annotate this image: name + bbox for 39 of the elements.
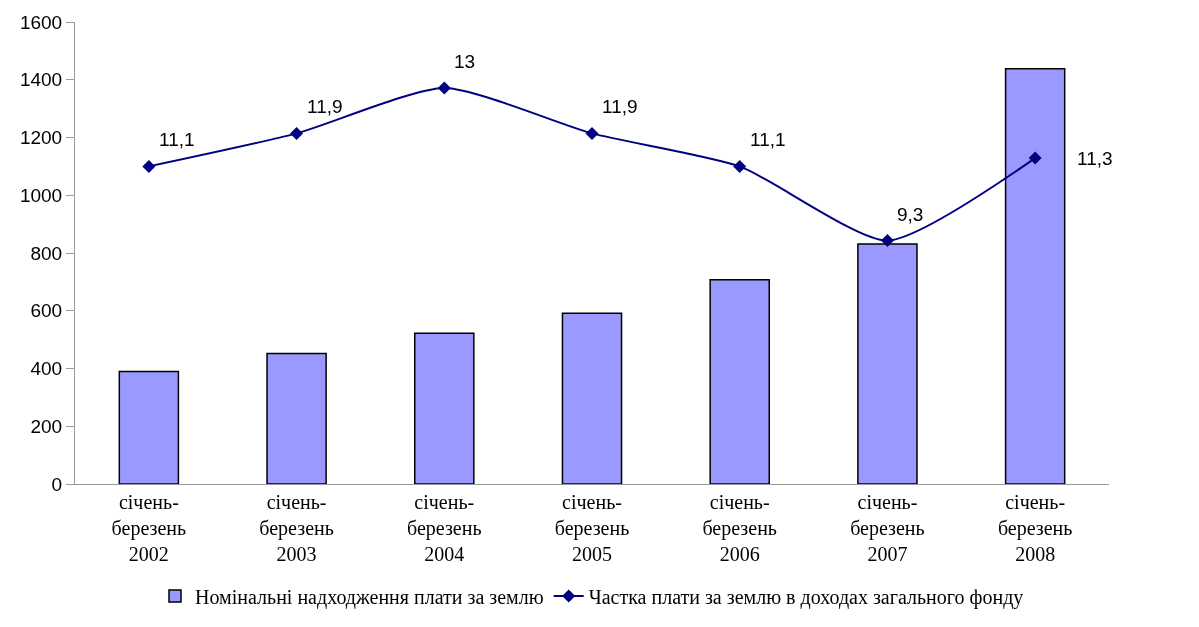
point (585, 126, 599, 140)
data-label: 11,9 (307, 96, 343, 117)
legend-label: Номінальні надходження плати за землю (195, 585, 544, 609)
bar (413, 332, 475, 484)
point (1028, 151, 1042, 165)
y-tick-label: 600 (30, 300, 63, 322)
bar (857, 243, 918, 484)
y-tick-label: 800 (30, 242, 63, 264)
x-tick-label: січень- березень 2007 (850, 491, 925, 565)
point (290, 126, 304, 140)
y-tick-label: 400 (30, 358, 63, 380)
data-label: 11,1 (750, 129, 786, 150)
point (437, 81, 451, 95)
bar (709, 279, 771, 484)
bar (561, 312, 623, 484)
data-label: 11,9 (602, 96, 638, 117)
point (880, 234, 894, 248)
y-tick-label: 1600 (19, 11, 63, 33)
y-tick-label: 200 (30, 415, 63, 437)
bar (266, 352, 327, 484)
legend-label: Частка плати за землю в доходах загального фонду (588, 585, 1024, 609)
x-tick-label: січень- березень 2002 (111, 491, 187, 565)
y-tick-label: 1000 (19, 184, 63, 206)
point (733, 159, 747, 173)
x-tick-label: січень- березень 2008 (997, 491, 1073, 565)
data-label: 9,3 (897, 204, 924, 225)
x-tick-label: січень- березень 2004 (407, 491, 482, 565)
data-label: 11,3 (1077, 148, 1113, 169)
x-tick-label: січень- березень 2005 (554, 491, 630, 565)
y-tick-label: 1400 (19, 69, 63, 91)
data-label: 11,1 (159, 129, 195, 150)
bar (118, 370, 180, 484)
x-tick-label: січень- березень 2003 (259, 491, 334, 565)
bar (1004, 68, 1066, 484)
y-tick-label: 1200 (19, 127, 63, 149)
y-tick-label: 0 (51, 473, 63, 495)
point (142, 159, 156, 173)
data-label: 13 (454, 51, 476, 72)
x-tick-label: січень- березень 2006 (702, 491, 777, 565)
